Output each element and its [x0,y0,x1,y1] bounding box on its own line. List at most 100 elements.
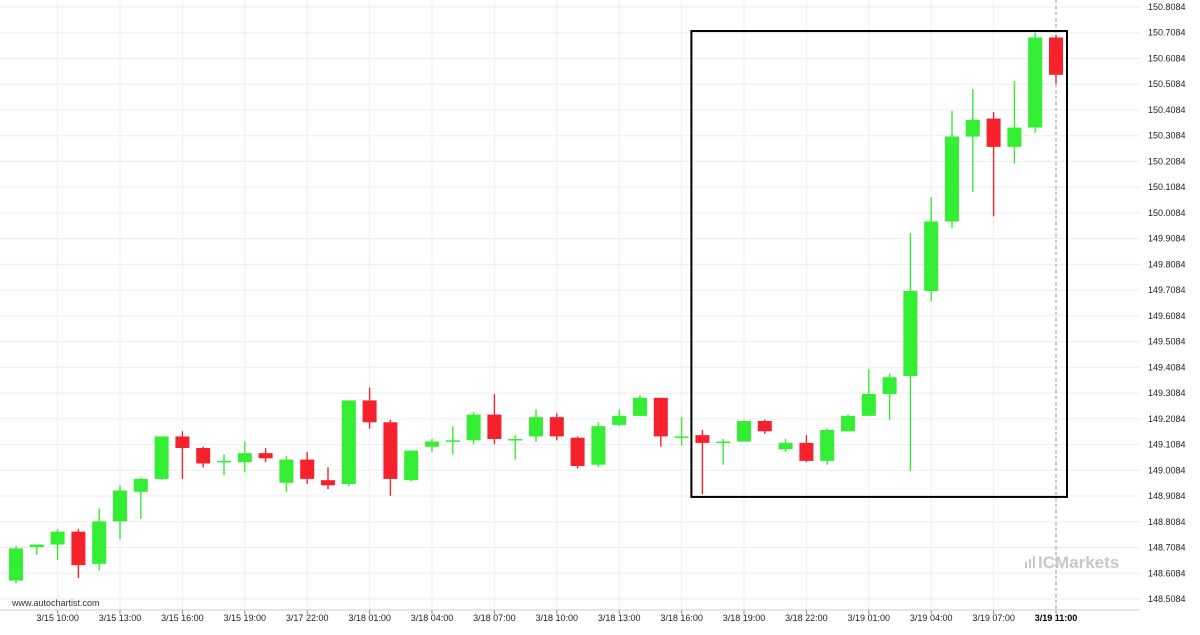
y-tick-label: 148.7084 [1148,543,1186,553]
y-tick-label: 150.1084 [1148,182,1186,192]
grid [0,0,1140,614]
candle-body [591,426,606,465]
y-tick-label: 149.8084 [1148,259,1186,269]
x-axis: 3/15 10:00 3/15 13:00 3/15 16:00 3/15 19:00… [0,609,1140,623]
x-tick-label-current: 3/19 11:00 [1035,613,1078,623]
candle-body [716,441,731,444]
candle-down [570,436,585,469]
candle-up [529,409,543,442]
candle-body [508,439,523,441]
x-tick-label: 3/18 16:00 [660,613,703,623]
candle-up [113,485,127,540]
candle-body [841,415,855,432]
candle-body [133,478,148,492]
candle-up [466,411,481,445]
candle-body [861,393,876,416]
y-tick-label: 148.6084 [1148,568,1186,578]
candle-body [882,377,897,394]
candle-body [695,435,710,443]
candle-down [986,112,1001,217]
candle-body [404,450,419,481]
candle-body [549,417,564,437]
candle-up [841,414,855,432]
candle-down [383,419,398,496]
candle-up [945,110,959,228]
candle-up [716,439,731,465]
candle-body [612,415,627,425]
candle-down [196,446,211,468]
x-tick-label: 3/18 13:00 [598,613,641,623]
candle-down [300,451,315,485]
candle-up [882,373,897,420]
candle-up [217,454,231,476]
candle-down [321,467,335,490]
candle-up [50,529,65,560]
x-tick-label: 3/15 13:00 [99,613,142,623]
candle-body [1007,127,1022,147]
x-tick-label: 3/18 19:00 [723,613,766,623]
candle-down [549,413,564,441]
candle-body [633,397,647,416]
x-tick-label: 3/15 10:00 [36,613,79,623]
candle-up [9,545,23,584]
y-tick-label: 150.7084 [1148,28,1186,38]
candle-up [924,197,939,302]
candle-body [237,453,252,463]
pattern-box [690,30,1069,498]
candle-body [383,422,398,479]
candle-body [29,544,44,548]
brand-watermark: ICMarkets [1025,553,1119,572]
y-tick-label: 150.5084 [1148,79,1186,89]
candle-body [924,221,939,292]
x-tick-label: 3/18 01:00 [348,613,391,623]
candle-body [175,436,190,449]
candle-body [1049,37,1063,75]
candle-up [778,439,793,452]
candle-up [404,450,419,482]
y-tick-label: 149.6084 [1148,311,1186,321]
y-tick-label: 149.7084 [1148,285,1186,295]
candle-up [279,455,294,492]
x-tick-label: 3/19 04:00 [910,613,953,623]
candle-body [217,460,231,463]
candle-down [487,393,502,445]
y-tick-label: 150.4084 [1148,105,1186,115]
candle-body [321,480,335,486]
y-tick-label: 150.0084 [1148,208,1186,218]
x-tick-label: 3/18 04:00 [411,613,454,623]
candle-up [154,436,169,481]
candle-body [945,136,959,222]
candle-body [820,429,835,461]
y-tick-label: 148.5084 [1148,594,1186,604]
candle-up [425,439,439,452]
candle-up [820,428,835,465]
candle-body [258,453,273,459]
candle-up [92,508,107,571]
y-tick-label: 150.2084 [1148,156,1186,166]
y-tick-label: 149.5084 [1148,337,1186,347]
candle-down [1049,34,1063,84]
candle-body [196,448,211,464]
x-tick-label: 3/15 16:00 [161,613,204,623]
candle-body [445,440,460,442]
x-tick-label: 3/18 10:00 [536,613,579,623]
candle-body [757,420,772,432]
candle-up [1028,32,1043,133]
candle-body [154,436,169,479]
candle-up [341,400,356,487]
candle-body [487,414,502,440]
candles [9,32,1063,584]
y-tick-label: 148.9084 [1148,491,1186,501]
candle-body [903,291,918,376]
candle-down [757,419,772,434]
y-tick-label: 150.3084 [1148,131,1186,141]
candle-down [695,429,710,495]
candle-body [674,436,689,438]
candle-up [29,544,44,555]
candle-body [965,119,980,137]
candle-down [362,387,377,429]
x-tick-label: 3/15 19:00 [224,613,267,623]
candle-down [71,529,86,578]
